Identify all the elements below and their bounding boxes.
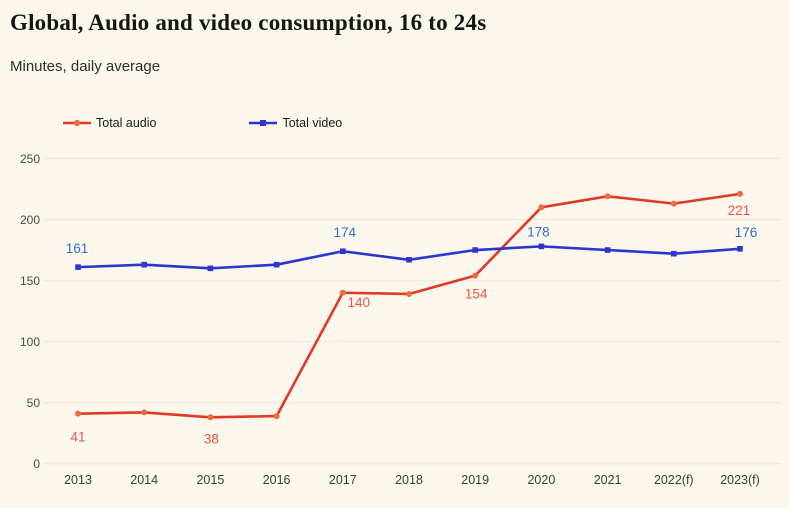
svg-text:154: 154 (465, 287, 488, 302)
legend-label-total-audio: Total audio (96, 116, 157, 130)
svg-text:140: 140 (348, 295, 371, 310)
svg-text:178: 178 (527, 224, 550, 239)
svg-text:2015: 2015 (196, 473, 224, 487)
svg-text:2019: 2019 (461, 473, 489, 487)
chart-subtitle: Minutes, daily average (10, 58, 161, 75)
chart-title: Global, Audio and video consumption, 16 … (10, 10, 487, 35)
legend-item-total-audio: Total audio (62, 116, 156, 130)
svg-text:200: 200 (20, 213, 40, 227)
svg-text:2021: 2021 (594, 473, 622, 487)
video-line-swatch-icon (249, 120, 278, 126)
audio-line-swatch-icon (63, 119, 91, 127)
svg-text:0: 0 (33, 457, 40, 471)
svg-text:50: 50 (27, 396, 41, 410)
svg-text:221: 221 (728, 203, 751, 218)
svg-text:2016: 2016 (263, 473, 291, 487)
svg-text:161: 161 (66, 241, 89, 256)
svg-text:150: 150 (20, 274, 40, 288)
svg-text:41: 41 (70, 430, 85, 445)
chart-legend: Total audio Total video (62, 116, 342, 130)
legend-item-total-video: Total video (248, 116, 342, 130)
svg-text:100: 100 (20, 335, 40, 349)
svg-text:174: 174 (334, 225, 357, 240)
legend-label-total-video: Total video (282, 116, 343, 130)
svg-text:2013: 2013 (64, 473, 92, 487)
svg-text:2022(f): 2022(f) (654, 473, 694, 487)
svg-text:2020: 2020 (527, 473, 555, 487)
svg-text:250: 250 (20, 152, 40, 166)
svg-text:2014: 2014 (130, 473, 158, 487)
svg-text:2017: 2017 (329, 473, 357, 487)
svg-text:38: 38 (204, 431, 219, 446)
svg-text:176: 176 (735, 225, 758, 240)
svg-text:2023(f): 2023(f) (720, 473, 760, 487)
svg-text:2018: 2018 (395, 473, 423, 487)
